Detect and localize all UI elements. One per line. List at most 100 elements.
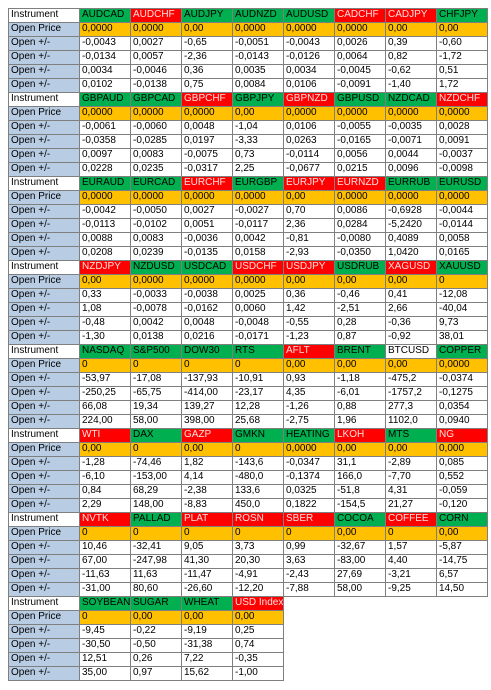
instrument-name: CHFJPY [436, 8, 488, 23]
open-price: 0,0000 [79, 22, 131, 37]
instrument-name: WTI [79, 428, 131, 443]
header-label: Instrument [8, 428, 80, 443]
open-change: -0,0044 [436, 204, 488, 219]
row-label: Open Price [8, 190, 80, 205]
open-price: 0,0000 [436, 190, 488, 205]
open-price: 0,0000 [130, 274, 182, 289]
open-change: -83,00 [334, 554, 386, 569]
open-price: 0,0000 [283, 106, 335, 121]
open-change: 10,46 [79, 540, 131, 555]
open-change: 4,35 [283, 386, 335, 401]
open-change: 68,29 [130, 484, 182, 499]
open-change: 277,3 [385, 400, 437, 415]
open-price: 0,00 [181, 22, 233, 37]
open-change: -0,0038 [181, 288, 233, 303]
row-label: Open +/- [8, 624, 80, 639]
row-label: Open +/- [8, 554, 80, 569]
open-change: -2,89 [385, 456, 437, 471]
row-label: Open +/- [8, 288, 80, 303]
open-change: -0,0117 [232, 218, 284, 233]
open-price: 0,00 [385, 22, 437, 37]
instrument-name: GMKN [232, 428, 284, 443]
open-change: -0,0374 [436, 372, 488, 387]
open-change: -0,46 [334, 288, 386, 303]
open-price: 0 [79, 526, 131, 541]
open-change: 58,00 [334, 582, 386, 597]
open-change: -0,0046 [130, 64, 182, 79]
open-price: 0,0000 [79, 190, 131, 205]
open-change: -0,81 [283, 232, 335, 247]
open-change: -31,38 [181, 638, 233, 653]
open-change: 0,87 [334, 330, 386, 345]
open-change: -5,2420 [385, 218, 437, 233]
open-price: 0,00 [385, 442, 437, 457]
open-change: -480,0 [232, 470, 284, 485]
open-change: -0,0134 [79, 50, 131, 65]
open-change: 27,69 [334, 568, 386, 583]
instrument-name: NG [436, 428, 488, 443]
row-label: Open +/- [8, 456, 80, 471]
open-price: 0,00 [283, 358, 335, 373]
row-label: Open Price [8, 442, 80, 457]
instrument-name: AFLT [283, 344, 335, 359]
instrument-name: MTS [385, 428, 437, 443]
open-price: 0,0000 [232, 22, 284, 37]
open-change: 0,0044 [385, 148, 437, 163]
instrument-name: PLAT [181, 512, 233, 527]
open-change: -0,0037 [436, 148, 488, 163]
open-change: 0,36 [181, 64, 233, 79]
open-change: 6,57 [436, 568, 488, 583]
row-label: Open +/- [8, 148, 80, 163]
open-change: -0,1275 [436, 386, 488, 401]
instrument-name: SBER [283, 512, 335, 527]
open-change: 0,41 [385, 288, 437, 303]
open-price: 0,0000 [181, 106, 233, 121]
open-price: 0 [130, 526, 182, 541]
open-change: 9,05 [181, 540, 233, 555]
open-change: -2,36 [181, 50, 233, 65]
open-change: -0,0358 [79, 134, 131, 149]
open-change: -0,0055 [334, 120, 386, 135]
open-change: -137,93 [181, 372, 233, 387]
open-change: 0,0102 [79, 78, 131, 93]
open-change: -0,0126 [283, 50, 335, 65]
open-change: 224,00 [79, 414, 131, 429]
open-change: 0,75 [181, 78, 233, 93]
open-price: 0 [181, 358, 233, 373]
open-change: -7,88 [283, 582, 335, 597]
open-change: -65,75 [130, 386, 182, 401]
open-change: 398,00 [181, 414, 233, 429]
open-price: 0,0000 [232, 190, 284, 205]
open-change: -0,0050 [130, 204, 182, 219]
open-change: -0,0162 [181, 302, 233, 317]
open-change: -0,50 [130, 638, 182, 653]
instrument-name: NZDCHF [436, 92, 488, 107]
open-price: 0,00 [334, 442, 386, 457]
header-label: Instrument [8, 512, 80, 527]
open-change: 14,50 [436, 582, 488, 597]
instrument-name: BTCUSD [385, 344, 437, 359]
open-change: -30,50 [79, 638, 131, 653]
instrument-name: GBPJPY [232, 92, 284, 107]
instrument-name: AUDUSD [283, 8, 335, 23]
open-change: -0,0051 [232, 36, 284, 51]
open-change: 0,0263 [283, 134, 335, 149]
open-change: -2,43 [283, 568, 335, 583]
open-change: 0,0215 [334, 162, 386, 177]
open-change: 4,31 [385, 484, 437, 499]
open-change: 0,0083 [130, 148, 182, 163]
instrument-name: USD Index [232, 596, 284, 611]
open-change: 0,0083 [130, 232, 182, 247]
open-price: 0 [232, 358, 284, 373]
open-change: -0,92 [385, 330, 437, 345]
open-change: 0,0165 [436, 246, 488, 261]
open-change: -1,28 [79, 456, 131, 471]
open-change: -0,059 [436, 484, 488, 499]
open-change: 0,0096 [385, 162, 437, 177]
open-change: 0,0086 [334, 204, 386, 219]
open-change: 0,99 [283, 540, 335, 555]
open-change: -0,0143 [232, 50, 284, 65]
open-change: -0,0165 [334, 134, 386, 149]
open-change: 1,08 [79, 302, 131, 317]
open-change: -154,5 [334, 498, 386, 513]
